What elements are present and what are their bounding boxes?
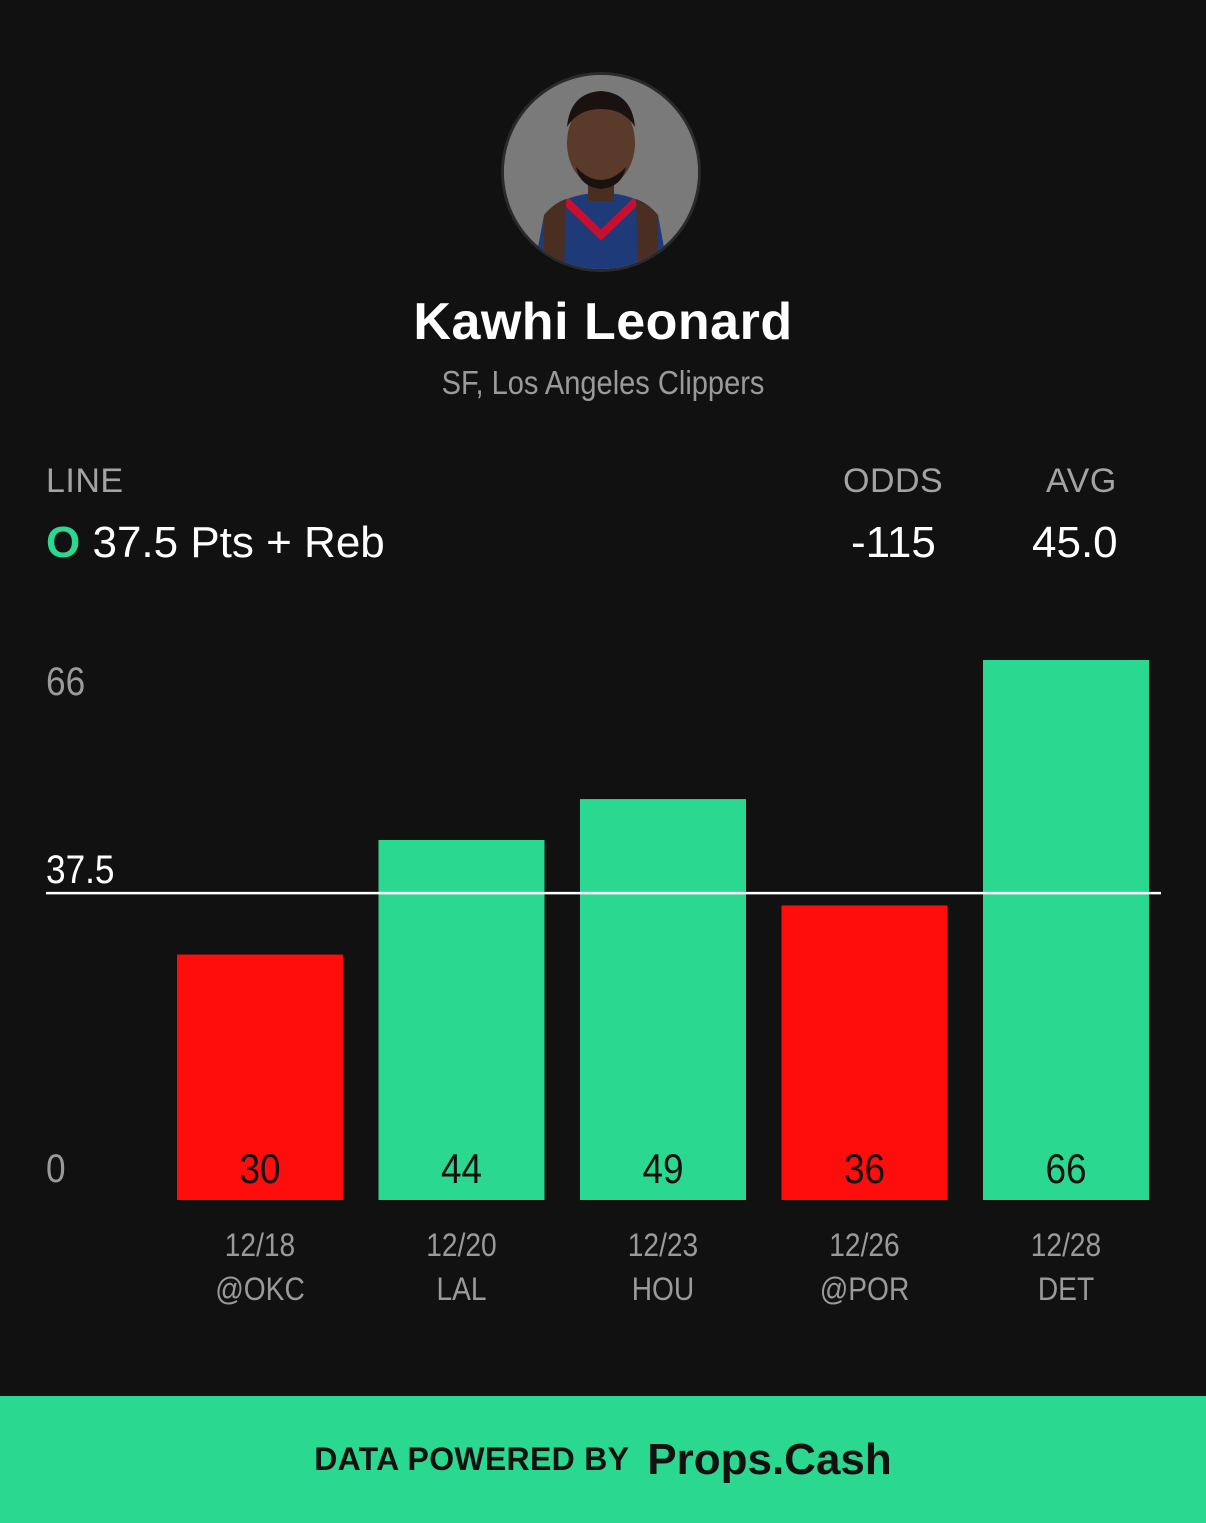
x-tick-opponent-2: HOU — [632, 1272, 695, 1307]
avg-value: 45.0 — [1032, 518, 1118, 567]
player-avatar — [501, 72, 701, 272]
footer-brand[interactable]: Props.Cash — [647, 1434, 892, 1484]
bar-0 — [177, 954, 343, 1200]
bar-value-label-2: 49 — [642, 1146, 683, 1193]
footer-powered-by: DATA POWERED BY — [314, 1441, 630, 1477]
bar-1 — [378, 840, 545, 1200]
line-value: O 37.5 Pts + Reb — [46, 518, 385, 568]
y-tick-zero: 0 — [46, 1147, 66, 1191]
bar-4 — [983, 660, 1149, 1200]
x-tick-opponent-1: LAL — [436, 1272, 486, 1307]
line-header: LINE — [46, 462, 124, 500]
bar-value-label-4: 66 — [1045, 1146, 1086, 1193]
bar-chart: 30 12/18 @OKC 44 12/20 LAL 49 12/23 HOU 36 12/26 @P… — [46, 660, 1161, 1307]
over-marker: O — [46, 518, 81, 567]
bar-value-label-0: 30 — [239, 1146, 280, 1193]
y-tick-line: 37.5 — [46, 848, 115, 892]
footer-banner: DATA POWERED BY Props.Cash — [0, 1396, 1206, 1523]
player-headshot-icon — [504, 75, 698, 269]
x-tick-date-3: 12/26 — [829, 1228, 899, 1263]
player-name: Kawhi Leonard — [413, 293, 793, 351]
x-tick-opponent-4: DET — [1038, 1272, 1094, 1307]
bar-value-label-3: 36 — [844, 1146, 885, 1193]
x-tick-opponent-3: @POR — [820, 1272, 910, 1307]
x-tick-date-2: 12/23 — [628, 1228, 698, 1263]
y-tick-max: 66 — [46, 660, 86, 704]
x-tick-date-4: 12/28 — [1031, 1228, 1101, 1263]
bar-value-label-1: 44 — [441, 1146, 482, 1193]
player-position-team: SF, Los Angeles Clippers — [441, 364, 765, 401]
x-tick-opponent-0: @OKC — [215, 1272, 305, 1307]
bar-2 — [580, 799, 746, 1200]
bar-3 — [781, 905, 948, 1200]
line-label: 37.5 Pts + Reb — [92, 518, 385, 567]
x-tick-date-1: 12/20 — [426, 1228, 496, 1263]
avg-header: AVG — [1046, 462, 1117, 500]
x-tick-date-0: 12/18 — [225, 1228, 295, 1263]
odds-value: -115 — [851, 518, 936, 567]
odds-header: ODDS — [843, 462, 944, 500]
